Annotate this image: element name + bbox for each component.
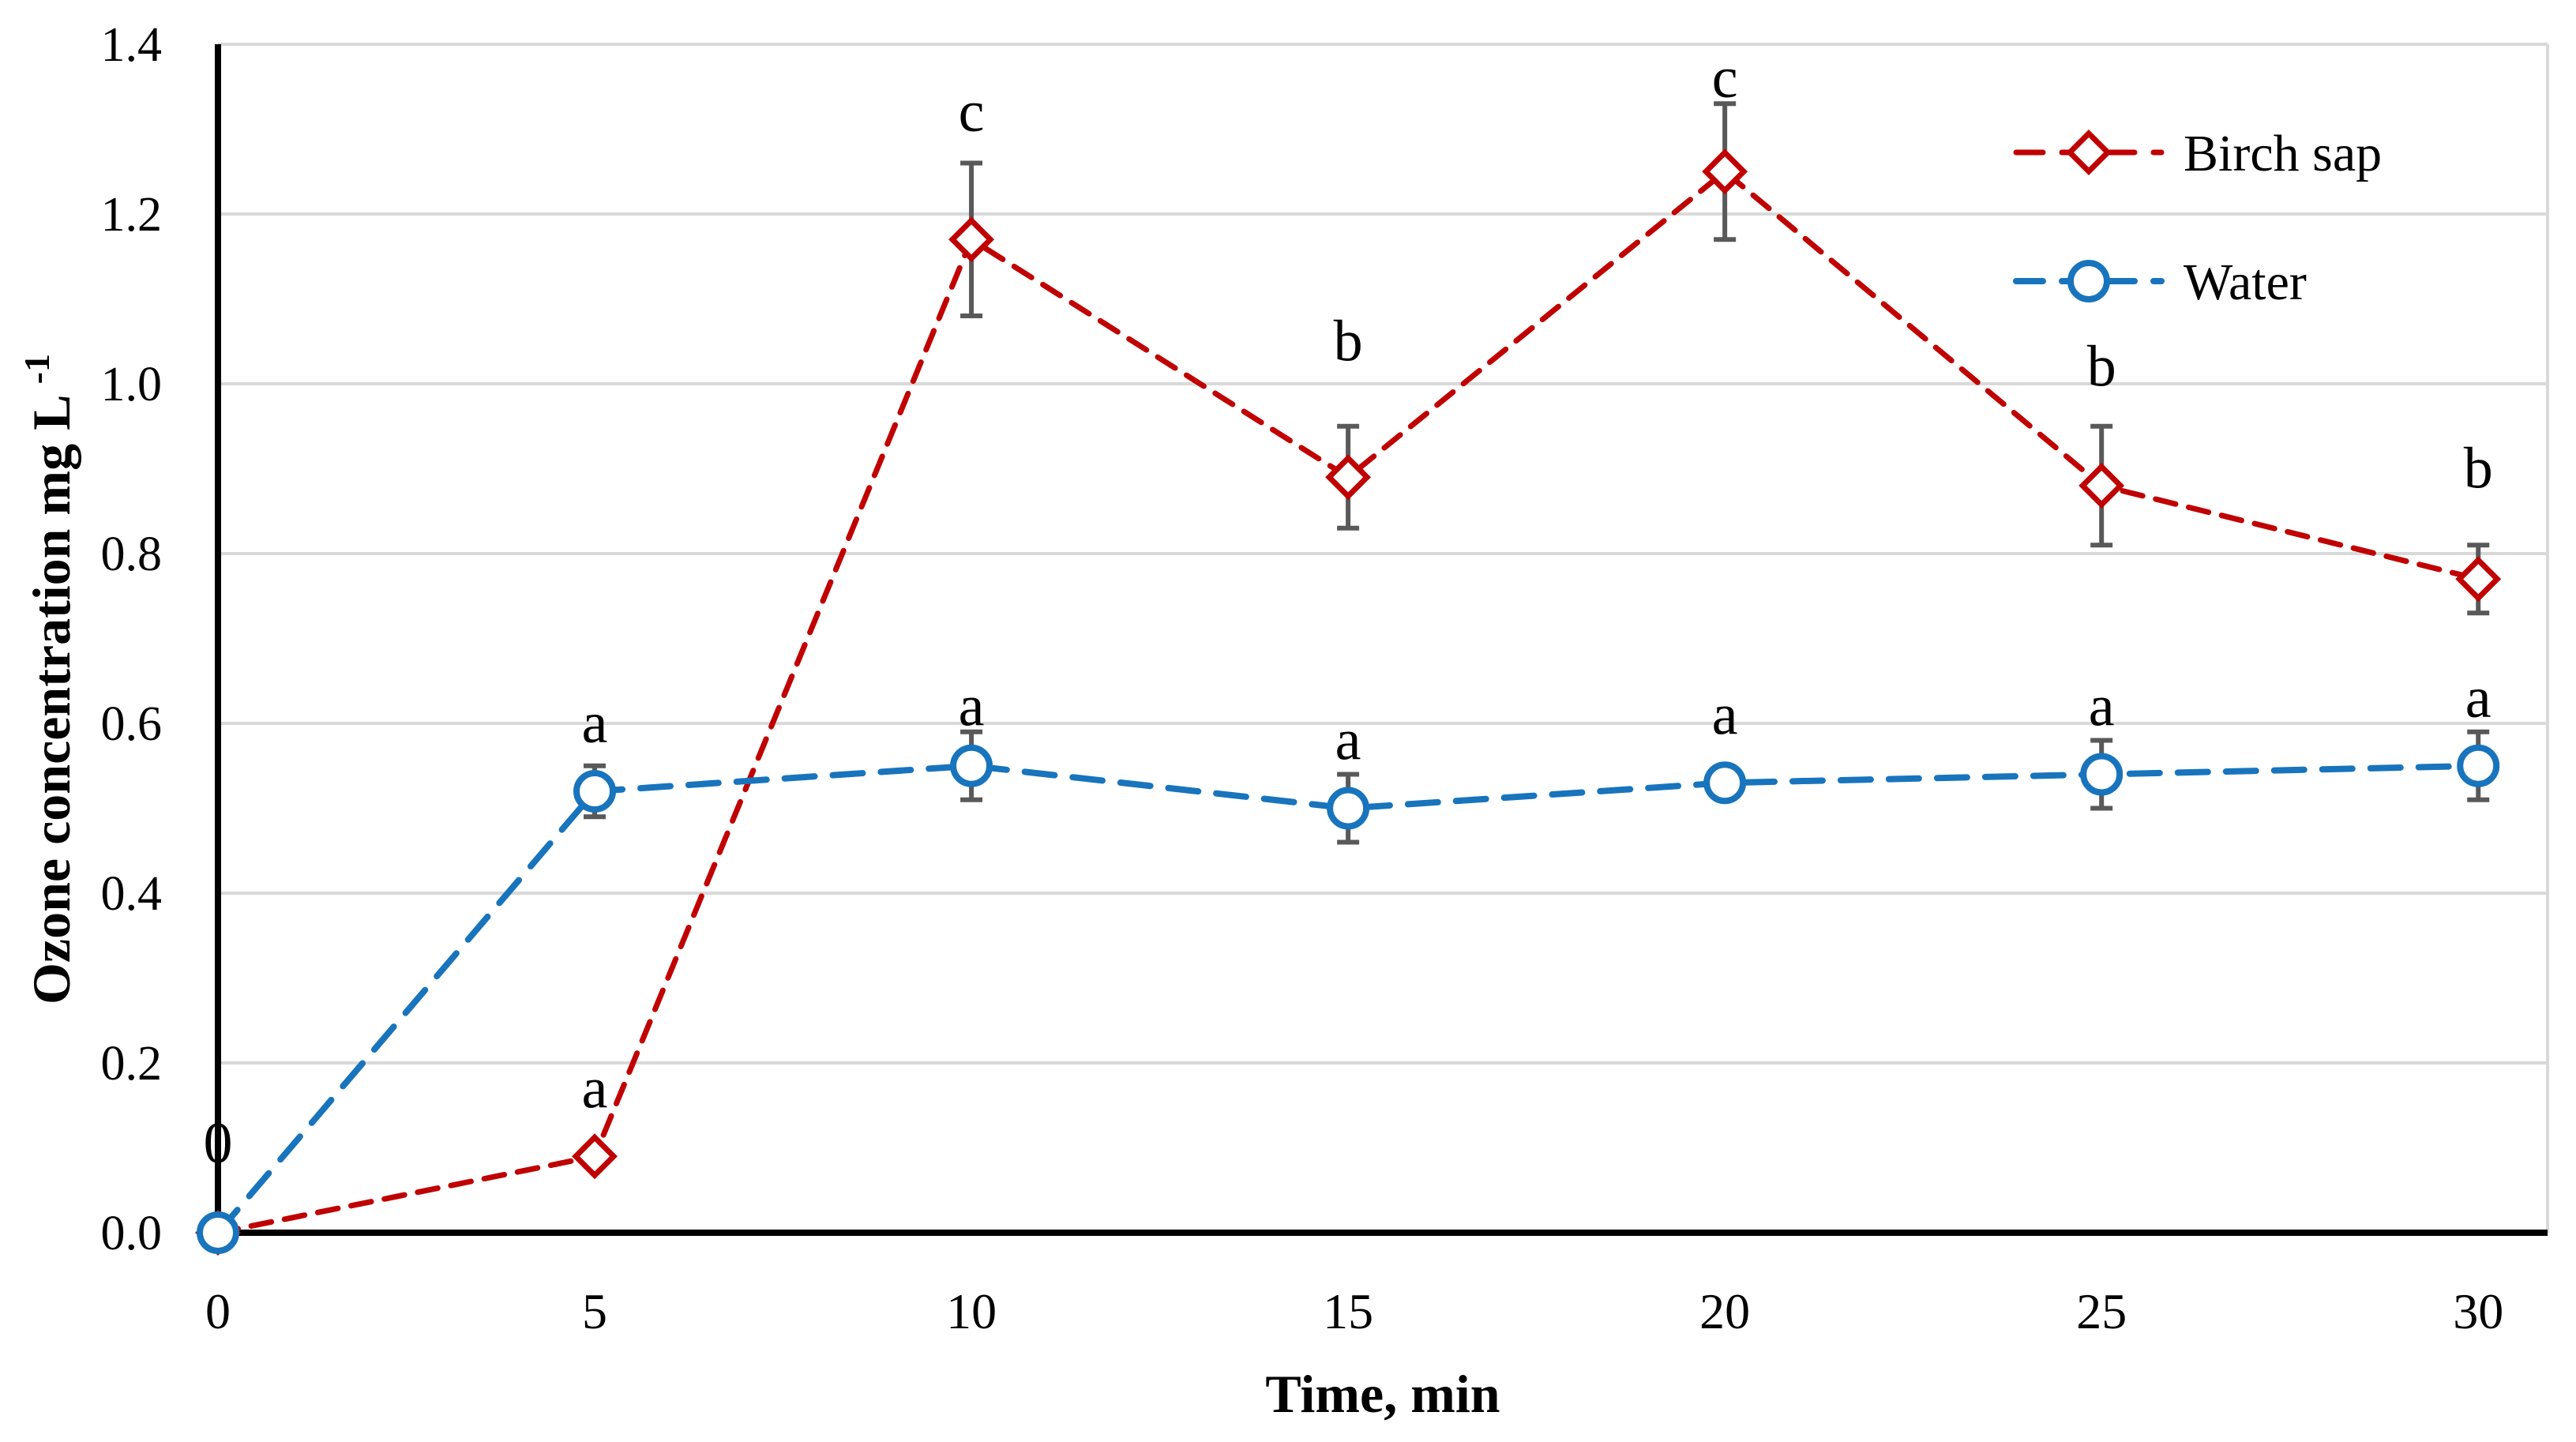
y-tick-label: 1.0 <box>101 358 163 411</box>
y-axis-title: Ozone concentration mg L -1 <box>17 354 81 1005</box>
x-tick-label: 15 <box>1323 1283 1373 1339</box>
significance-letter-birch-sap: b <box>1334 309 1363 374</box>
data-point-water <box>1703 761 1747 805</box>
significance-letter-birch-sap: b <box>2464 437 2493 501</box>
legend-circle-marker-icon <box>2067 260 2110 302</box>
x-tick-label: 10 <box>946 1283 997 1339</box>
y-tick-label: 0.8 <box>101 528 163 581</box>
y-tick-label: 0.2 <box>101 1037 163 1091</box>
data-point-water <box>1327 787 1370 830</box>
legend-label-water: Water <box>2184 253 2307 311</box>
x-tick-label: 20 <box>1699 1283 1750 1339</box>
data-point-water <box>950 744 993 787</box>
x-tick-label: 5 <box>582 1283 607 1339</box>
significance-letter-water: a <box>2465 666 2492 730</box>
data-point-birch-sap <box>2078 463 2125 509</box>
x-axis-title: Time, min <box>1265 1364 1500 1424</box>
significance-letter-birch-sap: c <box>959 80 985 145</box>
legend-item-water: Water <box>2013 253 2307 311</box>
legend: Birch sap Water <box>2013 125 2382 311</box>
x-tick-label: 30 <box>2453 1283 2503 1339</box>
significance-letter-water: a <box>959 674 985 739</box>
y-tick-label: 0.4 <box>101 867 163 921</box>
data-point-birch-sap <box>572 1133 618 1180</box>
significance-letter-water: a <box>582 691 608 756</box>
significance-letter-birch-sap: b <box>2087 335 2116 400</box>
significance-letter-birch-sap: c <box>1712 46 1738 111</box>
y-axis-title-main: Ozone concentration mg L <box>21 396 81 1005</box>
data-point-birch-sap <box>948 216 995 263</box>
data-point-water <box>2080 753 2124 796</box>
significance-letter-water: a <box>1335 708 1361 773</box>
series-birch-sap <box>195 101 2502 1256</box>
significance-letter-birch-sap: a <box>582 1056 608 1121</box>
data-point-birch-sap <box>1325 454 1372 501</box>
legend-label-birch-sap: Birch sap <box>2184 125 2382 182</box>
data-point-water <box>197 1211 239 1254</box>
legend-diamond-marker-icon <box>2066 130 2112 175</box>
origin-point-label: 0 <box>204 1111 233 1176</box>
plot-area: 0.0 0.2 0.4 0.6 0.8 1.0 1.2 1.4 0 5 10 15 20 25 30 a c b c… <box>101 18 2549 1339</box>
data-point-water <box>573 770 617 813</box>
y-tick-label: 0.6 <box>101 697 163 751</box>
significance-letter-water: a <box>1712 682 1738 747</box>
x-tick-label: 0 <box>205 1283 231 1339</box>
y-tick-label: 1.4 <box>101 18 163 72</box>
y-tick-label: 1.2 <box>101 188 163 242</box>
series-water <box>197 729 2500 1254</box>
significance-letter-water: a <box>2089 674 2115 739</box>
y-axis-title-superscript: -1 <box>17 354 57 384</box>
data-point-water <box>2457 744 2500 787</box>
data-point-birch-sap <box>1702 148 1748 195</box>
x-tick-label: 25 <box>2076 1283 2127 1339</box>
y-tick-label: 0.0 <box>101 1207 163 1260</box>
data-point-birch-sap <box>2455 556 2502 603</box>
legend-item-birch-sap: Birch sap <box>2013 125 2382 182</box>
